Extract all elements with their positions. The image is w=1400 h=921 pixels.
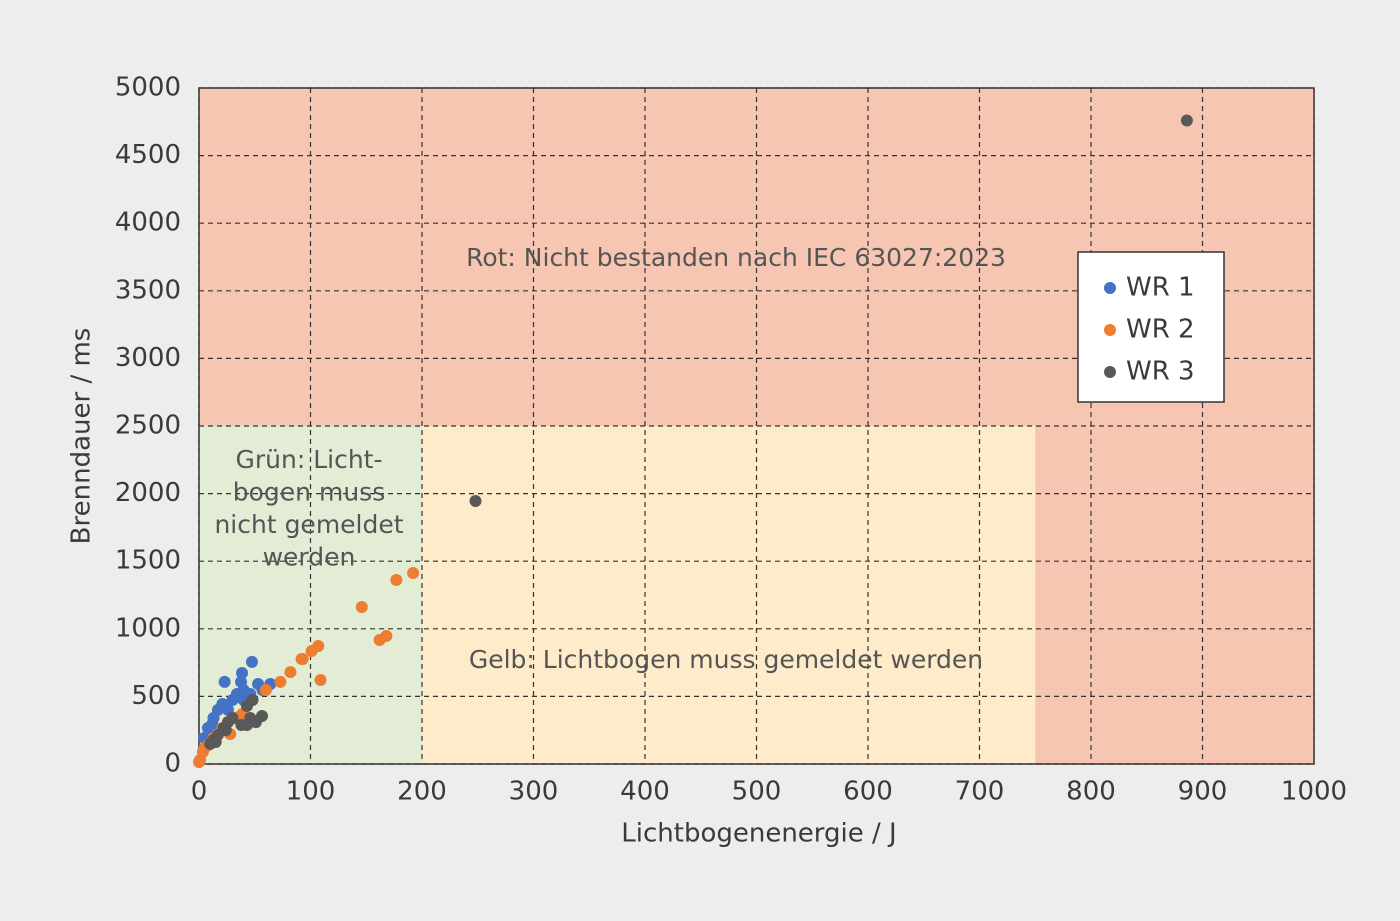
legend-marker (1104, 282, 1116, 294)
region-label: Grün: Licht- (236, 445, 383, 474)
x-tick-label: 0 (191, 777, 208, 807)
x-axis-label: Lichtbogenenergie / J (621, 819, 896, 849)
legend-label: WR 2 (1126, 315, 1195, 345)
point (226, 712, 239, 725)
x-tick-label: 100 (286, 777, 336, 807)
point (407, 566, 420, 579)
point (249, 716, 262, 729)
point (218, 675, 231, 688)
y-axis-label: Brenndauer / ms (67, 328, 97, 545)
point (469, 495, 482, 508)
x-tick-label: 800 (1066, 777, 1116, 807)
point (206, 717, 219, 730)
region-label: nicht gemeldet (214, 510, 403, 539)
legend-label: WR 3 (1126, 357, 1195, 387)
region-label: Rot: Nicht bestanden nach IEC 63027:2023 (466, 243, 1006, 272)
y-tick-label: 5000 (115, 73, 181, 103)
y-tick-label: 4000 (115, 208, 181, 238)
region (422, 426, 1036, 764)
y-tick-label: 3500 (115, 275, 181, 305)
y-tick-label: 1000 (115, 613, 181, 643)
point (236, 667, 249, 680)
x-tick-label: 400 (620, 777, 670, 807)
x-tick-label: 1000 (1281, 777, 1347, 807)
point (305, 644, 318, 657)
x-tick-label: 700 (955, 777, 1005, 807)
point (219, 724, 232, 737)
point (204, 737, 217, 750)
point (296, 652, 309, 665)
legend-label: WR 1 (1126, 273, 1195, 303)
legend-box (1077, 251, 1225, 403)
y-tick-label: 2500 (115, 411, 181, 441)
plot-frame (198, 87, 1315, 765)
legend-marker (1104, 324, 1116, 336)
x-tick-label: 900 (1178, 777, 1228, 807)
point (390, 573, 403, 586)
point (193, 755, 205, 768)
x-tick-label: 200 (397, 777, 447, 807)
point (246, 694, 259, 707)
point (1180, 114, 1193, 127)
point (245, 655, 258, 668)
legend-marker (1104, 366, 1116, 378)
x-tick-label: 600 (843, 777, 893, 807)
x-tick-label: 300 (509, 777, 559, 807)
point (284, 666, 297, 679)
y-tick-label: 0 (164, 749, 181, 779)
y-tick-label: 500 (131, 681, 181, 711)
point (373, 634, 386, 647)
point (259, 684, 272, 697)
y-tick-label: 3000 (115, 343, 181, 373)
point (274, 675, 287, 688)
region-label: bogen muss (233, 478, 385, 507)
point (226, 694, 239, 707)
region-label: werden (263, 543, 356, 572)
y-tick-label: 4500 (115, 140, 181, 170)
y-tick-label: 2000 (115, 478, 181, 508)
point (355, 601, 368, 614)
point (314, 674, 327, 687)
y-tick-label: 1500 (115, 546, 181, 576)
x-tick-label: 500 (732, 777, 782, 807)
region-label: Gelb: Lichtbogen muss gemeldet werden (469, 645, 983, 674)
